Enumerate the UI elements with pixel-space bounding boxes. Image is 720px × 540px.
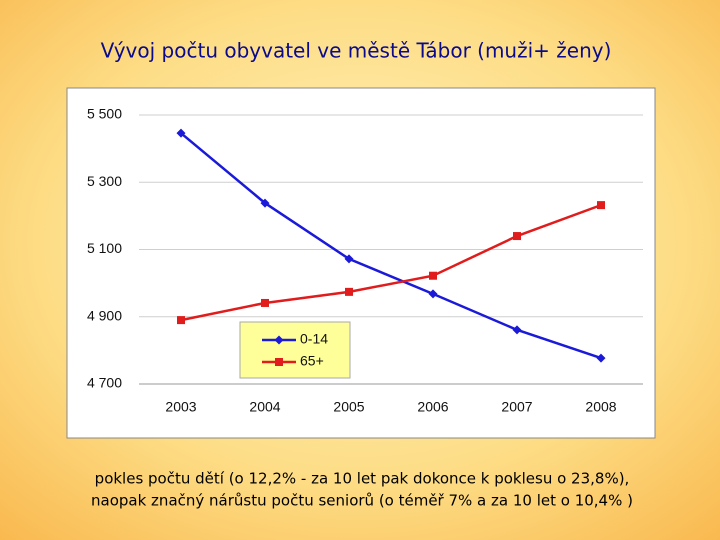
legend-marker [274,335,284,345]
point [597,201,605,210]
point [513,232,521,241]
x-tick-label: 2006 [417,399,448,415]
x-tick-label: 2008 [585,399,616,415]
annotation: naopak značný nárůstu počtu seniorů (o t… [91,492,633,510]
series-line [180,203,602,322]
y-tick-label: 4 700 [87,375,122,391]
legend-marker [275,358,283,366]
x-tick-label: 2003 [165,399,196,415]
chart-title: Vývoj počtu obyvatel ve městě Tábor (muž… [101,39,612,63]
point [177,316,185,325]
x-tick-label: 2007 [501,399,532,415]
y-tick-label: 5 300 [87,173,122,189]
legend-label: 0-14 [300,331,328,347]
series-line [180,132,602,360]
point [344,254,354,264]
y-tick-label: 5 100 [87,240,122,256]
point [596,353,606,363]
point [176,128,186,138]
point [428,289,438,299]
point [260,198,270,208]
point [512,325,522,335]
legend [239,321,351,379]
point [429,271,437,280]
point [345,287,353,296]
legend-label: 65+ [300,353,324,369]
y-tick-label: 5 500 [87,106,122,122]
annotation: pokles počtu dětí (o 12,2% - za 10 let p… [95,470,630,488]
y-tick-label: 4 900 [87,307,122,323]
x-tick-label: 2004 [249,399,280,415]
point [261,298,269,307]
x-tick-label: 2005 [333,399,364,415]
